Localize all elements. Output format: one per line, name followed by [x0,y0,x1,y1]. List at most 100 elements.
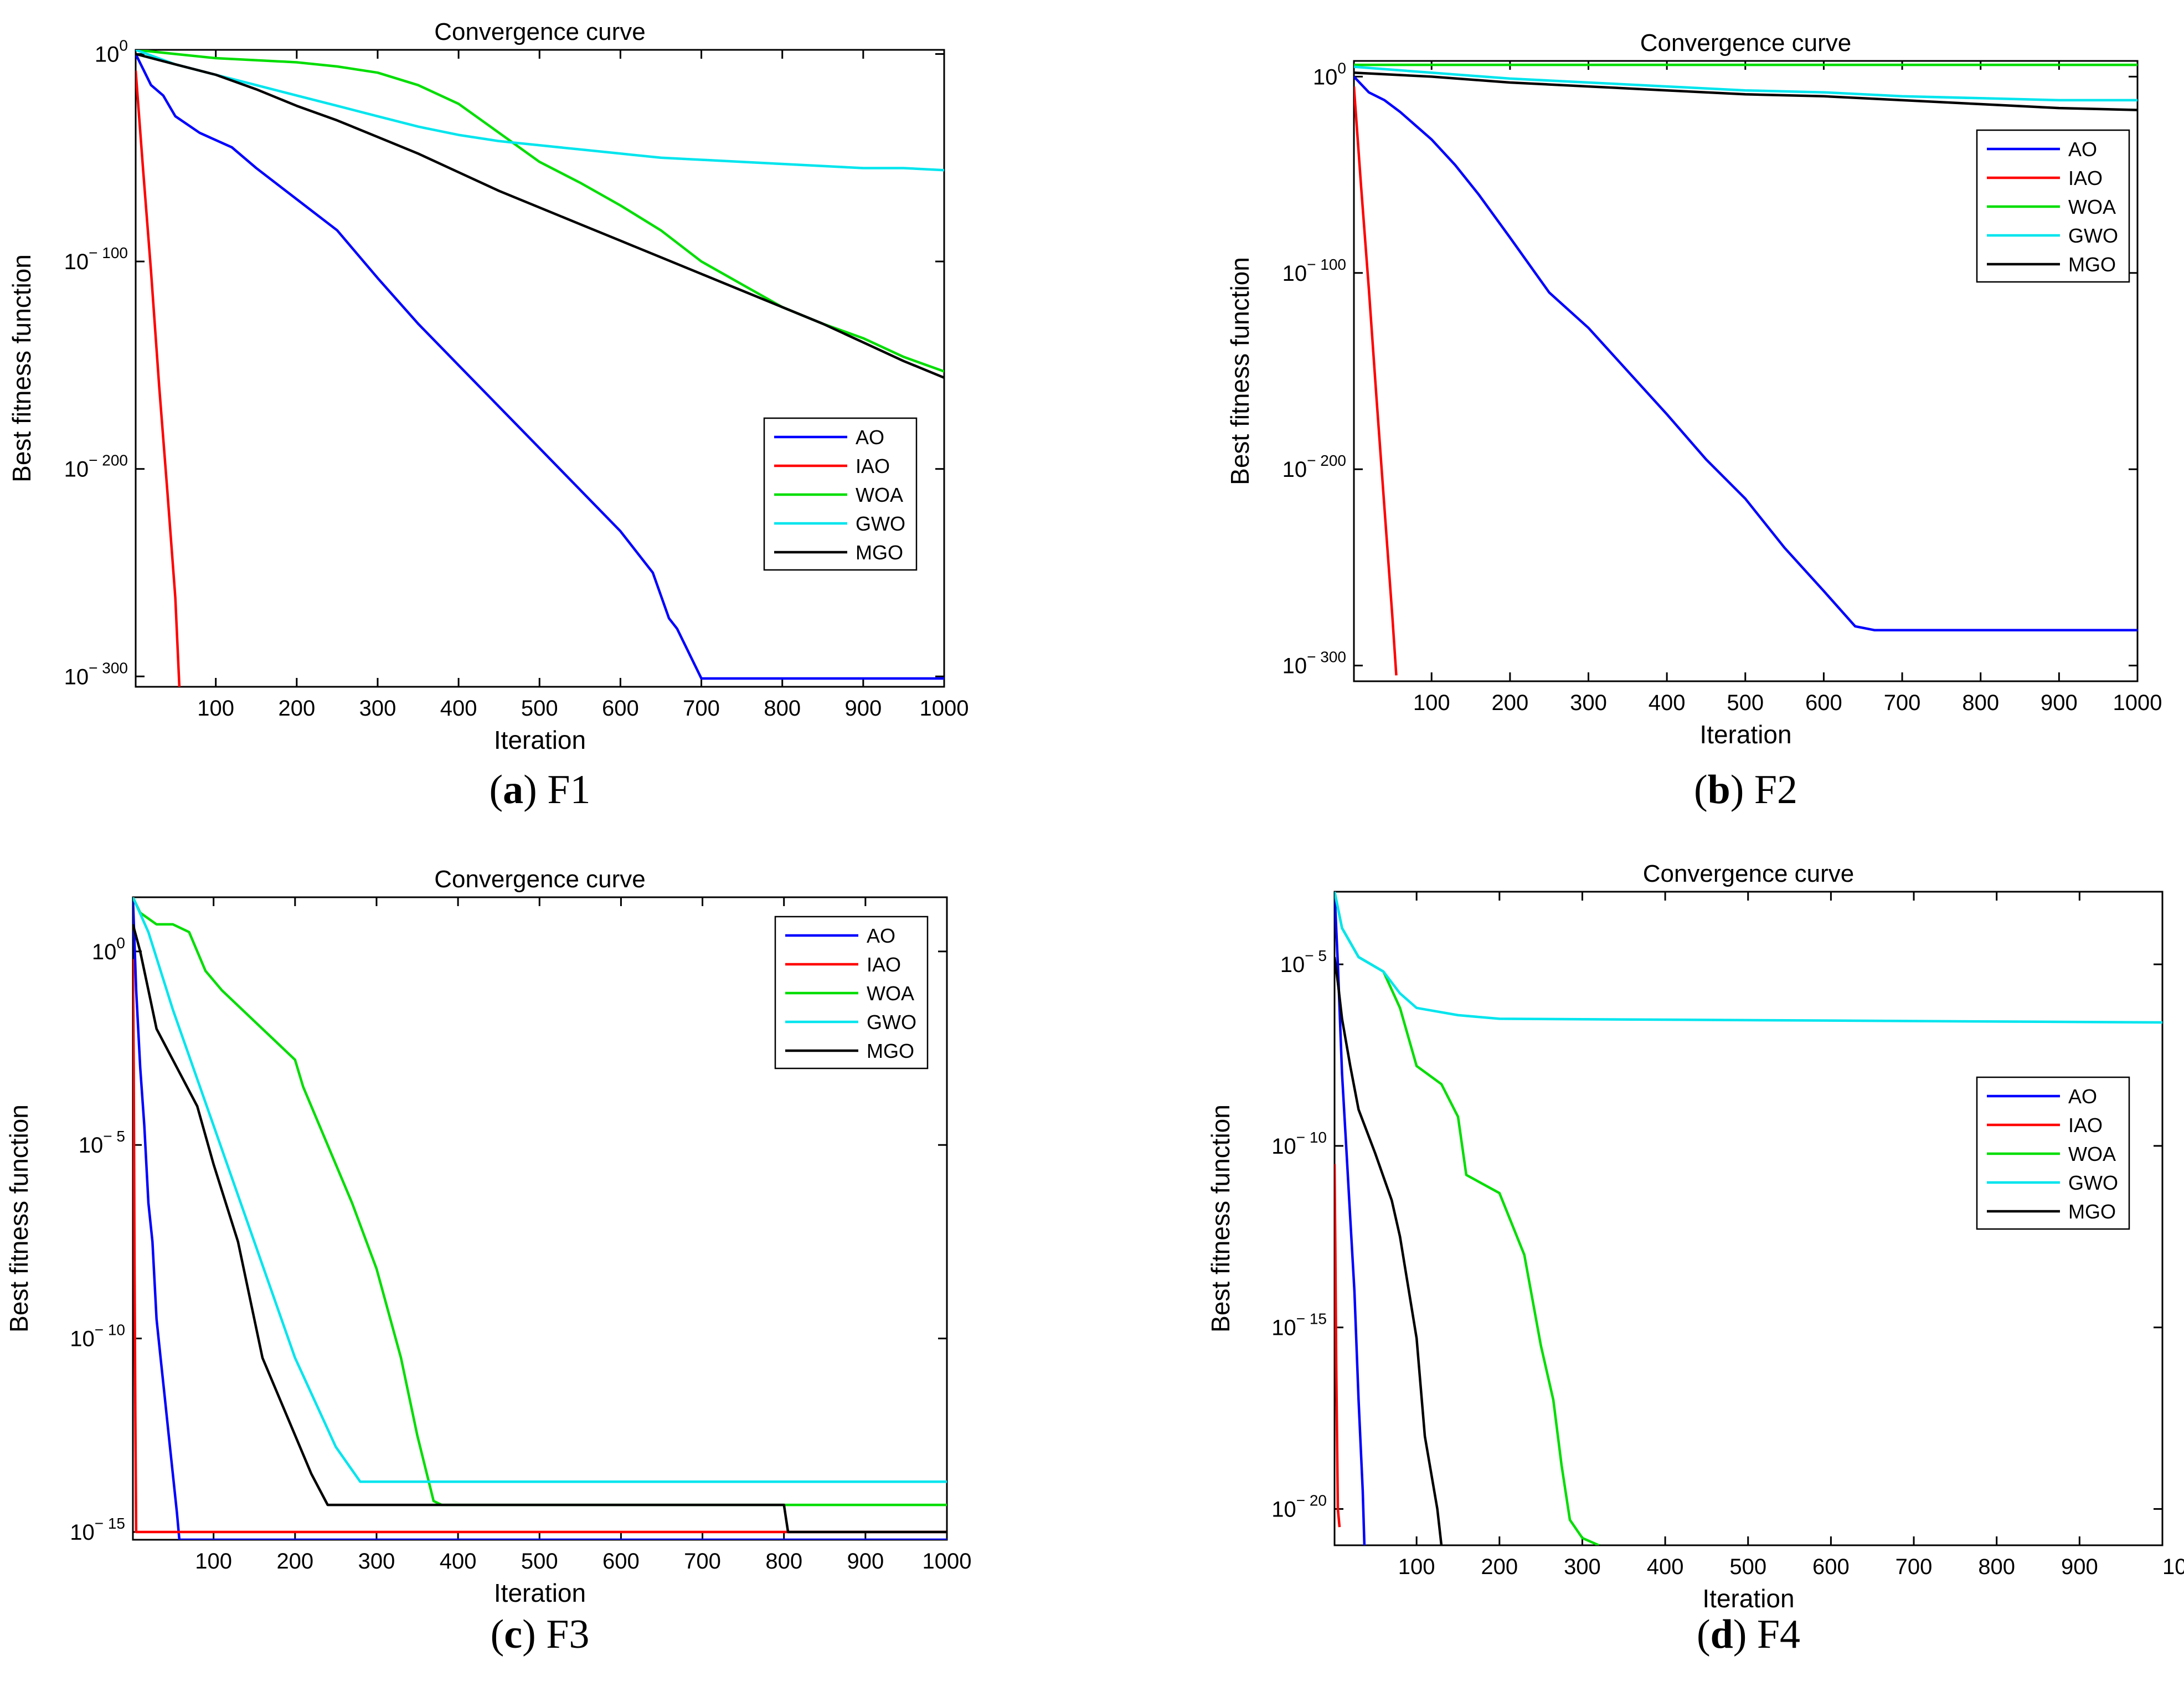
legend-label: AO [856,426,884,449]
x-axis-label: Iteration [494,726,586,754]
y-tick-label: 10− 15 [1271,1310,1327,1340]
x-tick-label: 600 [1805,691,1842,715]
y-tick-label: 10− 100 [1282,256,1346,286]
x-tick-label: 600 [1812,1555,1850,1579]
x-tick-label: 500 [521,696,558,721]
legend-label: MGO [867,1040,914,1062]
x-tick-label: 100 [1413,691,1450,715]
y-tick-label: 10− 300 [1282,649,1346,678]
series-line-mgo [1335,957,1443,1545]
x-tick-label: 500 [1729,1555,1766,1579]
legend: AO IAO WOA GWO MGO [763,417,918,571]
legend-label: AO [2068,1085,2097,1108]
y-tick-label: 10− 20 [1271,1492,1327,1521]
legend-label: GWO [856,512,905,535]
x-axis-label: Iteration [1699,720,1791,749]
x-axis-label: Iteration [1702,1584,1794,1613]
x-tick-label: 200 [1491,691,1528,715]
x-tick-label: 300 [358,1549,395,1574]
legend-label: WOA [2068,1143,2116,1165]
y-tick-label: 100 [92,934,125,964]
x-tick-label: 200 [276,1549,313,1574]
chart-f1: Convergence curve 100 200 300 400 500 600 700 80… [7,18,969,813]
x-tick-label: 500 [1727,691,1764,715]
series-line-woa [133,897,947,1507]
x-tick-label: 700 [1884,691,1921,715]
series-line-gwo [133,897,947,1483]
caption-name: F1 [547,767,590,813]
x-tick-label: 1000 [2162,1555,2184,1579]
y-tick-exponent: − 15 [95,1515,125,1532]
legend-label: MGO [856,541,903,564]
y-tick-exponent: − 100 [1307,256,1346,273]
panel-caption: (c) F3 [491,1612,590,1657]
legend-label: GWO [867,1011,916,1034]
x-tick-label: 400 [1647,1555,1684,1579]
legend-label: IAO [2068,1114,2103,1137]
plot-area [135,49,945,688]
series-group [136,50,944,687]
legend-label: IAO [2068,167,2103,189]
legend: AO IAO WOA GWO MGO [1976,1076,2130,1230]
y-tick-label: 10− 200 [64,452,128,482]
y-tick-label: 10− 10 [1271,1129,1327,1159]
series-line-gwo [1354,65,2137,102]
caption-letter: b [1708,767,1730,813]
x-tick-label: 400 [440,696,477,721]
legend: AO IAO WOA GWO MGO [1976,129,2130,283]
y-axis-label: Best fitness function [7,254,36,482]
chart-f3: Convergence curve 100 200 300 400 500 600 700 80… [4,866,971,1657]
y-axis-label: Best fitness function [1225,257,1254,485]
legend-label: AO [867,924,895,947]
y-tick-label: 10− 200 [1282,452,1346,482]
chart-title: Convergence curve [434,866,646,893]
legend-label: IAO [867,953,901,976]
legend-label: AO [2068,138,2097,161]
x-tick-label: 300 [1570,691,1607,715]
chart-f4: Convergence curve 100 200 300 400 500 600 700 80… [1206,860,2184,1657]
y-tick-exponent: − 10 [95,1322,125,1339]
panel-caption: (b) F2 [1694,767,1797,813]
legend: AO IAO WOA GWO MGO [774,916,929,1070]
x-tick-label: 900 [847,1549,884,1574]
series-line-iao [1354,86,1398,676]
chart-f2: Convergence curve 100 200 300 400 500 600 700 80… [1225,29,2162,813]
series-line-gwo [1335,892,2162,1024]
y-tick-exponent: − 10 [1296,1129,1327,1146]
chart-title: Convergence curve [1643,860,1855,887]
x-tick-label: 300 [1564,1555,1601,1579]
x-tick-label: 1000 [923,1549,972,1574]
x-tick-label: 1000 [2113,691,2162,715]
caption-name: F4 [1757,1612,1800,1657]
legend-label: MGO [2068,1200,2116,1223]
legend-label: IAO [856,455,890,477]
y-tick-exponent: − 100 [89,244,128,261]
series-line-mgo [133,924,947,1534]
legend-label: WOA [856,484,903,506]
x-tick-label: 700 [683,696,720,721]
x-tick-label: 400 [440,1549,477,1574]
series-line-iao [136,70,181,687]
series-line-gwo [136,50,944,172]
y-axis-label: Best fitness function [1206,1104,1235,1333]
caption-letter: d [1711,1612,1733,1657]
legend-label: MGO [2068,253,2116,276]
y-tick-label: 100 [95,37,128,66]
caption-letter: c [504,1612,522,1657]
y-tick-exponent: − 5 [103,1128,125,1145]
series-line-ao [133,897,947,1540]
x-tick-label: 400 [1649,691,1686,715]
series-line-ao [136,53,944,680]
x-tick-label: 600 [602,1549,640,1574]
y-tick-exponent: − 300 [89,659,128,676]
x-tick-label: 200 [278,696,315,721]
y-tick-exponent: − 5 [1305,947,1327,964]
chart-title: Convergence curve [434,18,646,45]
y-tick-exponent: 0 [119,37,128,54]
legend-label: GWO [2068,1171,2118,1194]
x-tick-label: 100 [195,1549,232,1574]
y-tick-exponent: − 15 [1296,1310,1327,1328]
x-tick-label: 800 [764,696,801,721]
y-tick-label: 10− 15 [70,1515,125,1545]
